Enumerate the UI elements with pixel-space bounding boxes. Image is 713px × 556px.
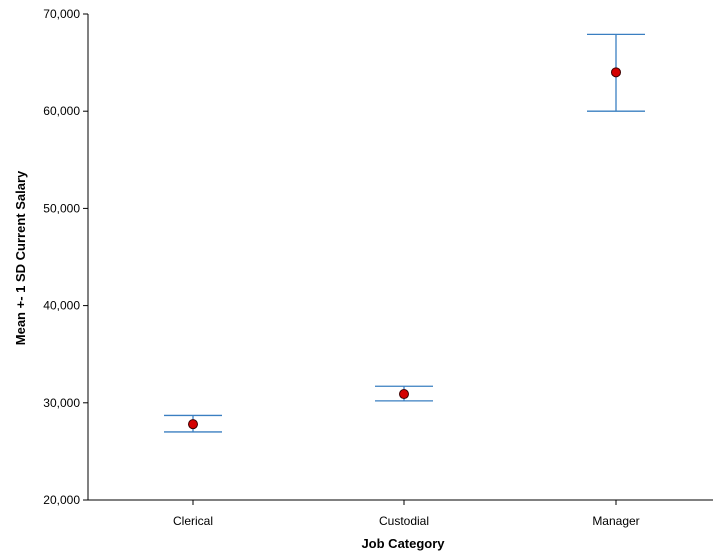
y-axis-ticks: 20,000 30,000 40,000 50,000 60,000 70,000 [43, 7, 88, 507]
y-tick-label: 50,000 [43, 201, 80, 215]
y-tick-label: 70,000 [43, 7, 80, 21]
y-tick-label: 20,000 [43, 493, 80, 507]
axes [88, 14, 713, 500]
y-tick-label: 30,000 [43, 396, 80, 410]
error-bars [164, 34, 645, 432]
y-axis-title: Mean +- 1 SD Current Salary [13, 170, 28, 345]
y-tick-label: 40,000 [43, 299, 80, 313]
y-tick-label: 60,000 [43, 104, 80, 118]
mean-point-clerical [189, 420, 198, 429]
mean-points [189, 68, 621, 429]
x-tick-label: Manager [592, 514, 639, 528]
x-axis-ticks: Clerical Custodial Manager [173, 500, 640, 528]
mean-point-manager [612, 68, 621, 77]
mean-point-custodial [400, 390, 409, 399]
x-tick-label: Clerical [173, 514, 213, 528]
x-tick-label: Custodial [379, 514, 429, 528]
x-axis-title: Job Category [361, 536, 445, 551]
